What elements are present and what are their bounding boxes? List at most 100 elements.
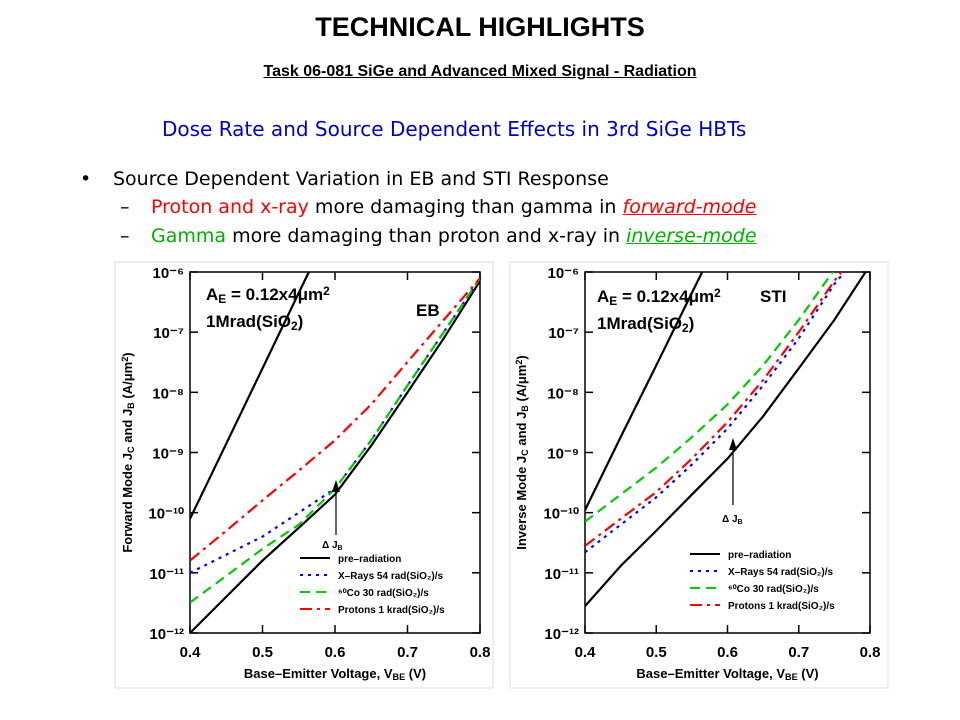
sub-bullet-text: Gamma more damaging than proton and x-ra… <box>151 225 757 247</box>
text-run: = 0.12x4μm <box>617 287 714 306</box>
text-run: B <box>338 545 343 552</box>
text-run: and J <box>514 412 529 450</box>
text-run: E <box>218 292 226 306</box>
title: TECHNICAL HIGHLIGHTS <box>315 12 645 42</box>
text-run: forward-mode <box>622 196 757 218</box>
x-tick-label: 0.8 <box>470 644 491 661</box>
y-tick-label: 10⁻¹² <box>544 626 579 643</box>
text-run: ) <box>298 312 304 331</box>
arrow-label: Δ JB <box>322 540 343 552</box>
x-axis-label: Base–Emitter Voltage, VBE (V) <box>244 666 426 682</box>
legend-label: ⁶⁰Co 30 rad(SiO₂)/s <box>338 588 429 599</box>
text-run: 1Mrad(SiO <box>206 312 291 331</box>
plot-frame <box>584 271 871 634</box>
y-tick-label: 10⁻⁸ <box>152 385 184 402</box>
text-run: Base–Emitter Voltage, V <box>636 666 785 681</box>
text-run: BE <box>785 672 798 682</box>
plot-frame <box>189 271 481 634</box>
y-tick-label: 10⁻⁹ <box>547 446 579 463</box>
text-run: (A/μm <box>514 365 529 405</box>
annotation: EB <box>416 301 440 320</box>
subtitle: Task 06-081 SiGe and Advanced Mixed Sign… <box>263 63 697 80</box>
series-line <box>585 272 704 511</box>
arrow-head <box>729 438 737 450</box>
sub-bullet-marker: – <box>120 196 130 218</box>
x-tick-label: 0.7 <box>397 644 418 661</box>
y-tick-label: 10⁻⁷ <box>548 325 579 342</box>
text-run: and J <box>120 409 135 447</box>
text-run: more damaging than gamma in <box>308 196 623 218</box>
arrow-label: Δ JB <box>722 514 743 526</box>
x-tick-label: 0.8 <box>860 644 881 661</box>
y-tick-label: 10⁻¹² <box>149 626 184 643</box>
legend-label: pre–radiation <box>728 550 791 561</box>
sub-bullet-marker: – <box>120 225 130 247</box>
text-run: Inverse Mode J <box>514 456 529 550</box>
annotation: 1Mrad(SiO2) <box>597 314 694 335</box>
text-run: E <box>609 294 617 308</box>
text-run: (A/μm <box>120 362 135 402</box>
text-run: ) <box>514 355 529 359</box>
text-run: more damaging than proton and x-ray in <box>226 225 627 247</box>
y-tick-label: 10⁻⁹ <box>152 446 184 463</box>
x-tick-label: 0.4 <box>575 644 597 661</box>
x-axis-label: Base–Emitter Voltage, VBE (V) <box>636 666 818 682</box>
text-run: 2 <box>120 357 130 362</box>
text-run: B <box>520 405 530 412</box>
chart-panel <box>114 261 494 689</box>
text-run: B <box>126 402 136 409</box>
y-tick-label: 10⁻⁷ <box>153 325 184 342</box>
x-tick-label: 0.4 <box>180 644 202 661</box>
text-run: 2 <box>514 360 524 365</box>
series-line <box>190 280 480 633</box>
x-tick-label: 0.6 <box>717 644 738 661</box>
series-line <box>585 272 834 523</box>
series-line <box>585 272 843 547</box>
text-run: (V) <box>798 666 819 681</box>
x-tick-label: 0.6 <box>325 644 346 661</box>
text-run: 2 <box>682 321 689 335</box>
y-tick-label: 10⁻⁶ <box>152 265 184 282</box>
x-tick-label: 0.5 <box>646 644 667 661</box>
annotation: AE = 0.12x4μm2 <box>206 284 330 306</box>
text-run: ) <box>120 352 135 356</box>
y-axis-label: Inverse Mode JC and JB (A/μm2) <box>514 355 530 550</box>
text-run: Proton and x-ray <box>151 196 309 218</box>
text-run: Forward Mode J <box>120 453 135 553</box>
text-run: B <box>738 519 743 526</box>
bullet-marker: • <box>80 168 92 190</box>
y-tick-label: 10⁻¹⁰ <box>543 506 579 523</box>
x-tick-label: 0.5 <box>252 644 273 661</box>
series-line <box>585 272 867 607</box>
text-run: EB <box>416 301 440 320</box>
text-run: A <box>206 285 218 304</box>
legend-label: Protons 1 krad(SiO₂)/s <box>728 601 835 612</box>
bullet-text: Source Dependent Variation in EB and STI… <box>113 168 609 190</box>
sub-bullet-text: Proton and x-ray more damaging than gamm… <box>151 196 756 218</box>
arrow-head <box>332 480 340 492</box>
text-run: 2 <box>291 319 298 333</box>
y-tick-label: 10⁻¹⁰ <box>148 506 184 523</box>
x-tick-label: 0.7 <box>788 644 809 661</box>
y-tick-label: 10⁻¹¹ <box>149 566 184 583</box>
text-run: 2 <box>714 286 721 300</box>
legend-label: X–Rays 54 rad(SiO₂)/s <box>728 567 833 578</box>
text-run: ) <box>689 314 695 333</box>
series-line <box>190 277 480 562</box>
text-run: C <box>520 449 530 456</box>
text-run: Δ J <box>322 540 338 551</box>
series-line <box>190 272 311 520</box>
annotation: 1Mrad(SiO2) <box>206 312 303 333</box>
legend-label: pre–radiation <box>338 554 401 565</box>
text-run: A <box>597 287 609 306</box>
heading: Dose Rate and Source Dependent Effects i… <box>162 117 747 141</box>
annotation: STI <box>760 287 786 306</box>
text-run: (V) <box>405 666 426 681</box>
text-run: Base–Emitter Voltage, V <box>244 666 393 681</box>
text-run: Gamma <box>151 225 227 247</box>
legend-label: ⁶⁰Co 30 rad(SiO₂)/s <box>728 584 819 595</box>
text-run: STI <box>760 287 786 306</box>
text-run: = 0.12x4μm <box>226 285 323 304</box>
y-tick-label: 10⁻⁶ <box>547 265 579 282</box>
